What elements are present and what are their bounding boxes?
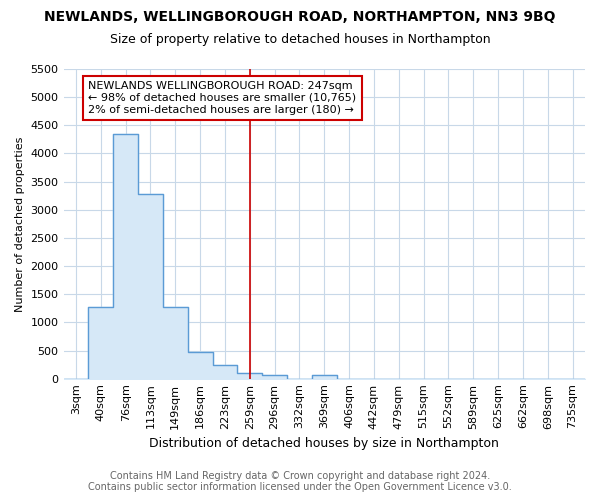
X-axis label: Distribution of detached houses by size in Northampton: Distribution of detached houses by size … bbox=[149, 437, 499, 450]
Text: NEWLANDS, WELLINGBOROUGH ROAD, NORTHAMPTON, NN3 9BQ: NEWLANDS, WELLINGBOROUGH ROAD, NORTHAMPT… bbox=[44, 10, 556, 24]
Text: Size of property relative to detached houses in Northampton: Size of property relative to detached ho… bbox=[110, 32, 490, 46]
Y-axis label: Number of detached properties: Number of detached properties bbox=[15, 136, 25, 312]
Text: Contains HM Land Registry data © Crown copyright and database right 2024.
Contai: Contains HM Land Registry data © Crown c… bbox=[88, 471, 512, 492]
Text: NEWLANDS WELLINGBOROUGH ROAD: 247sqm
← 98% of detached houses are smaller (10,76: NEWLANDS WELLINGBOROUGH ROAD: 247sqm ← 9… bbox=[88, 82, 356, 114]
